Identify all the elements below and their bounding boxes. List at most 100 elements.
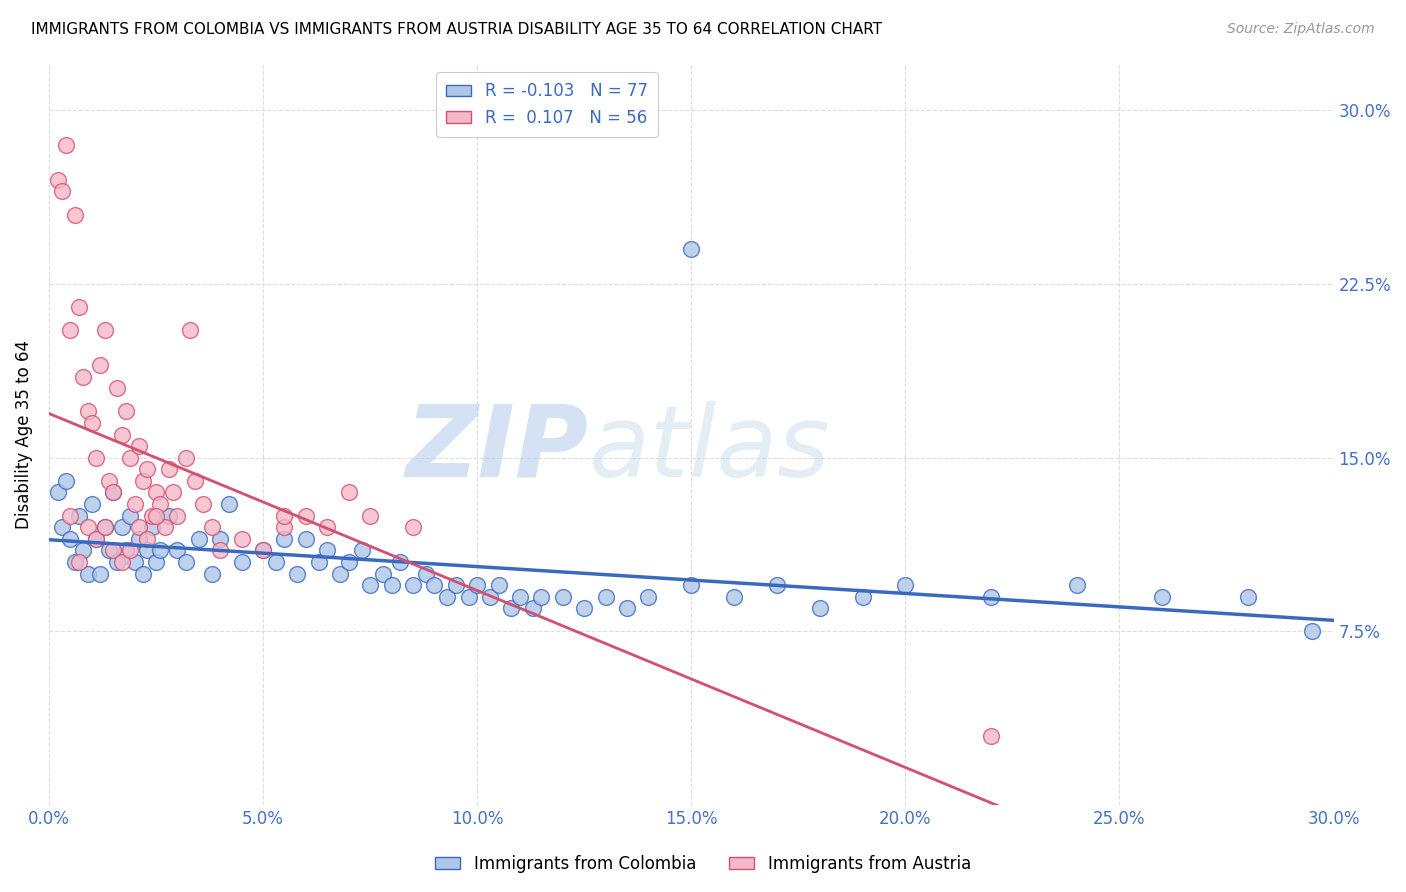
Point bbox=[316, 520, 339, 534]
Point bbox=[285, 566, 308, 581]
Point bbox=[89, 358, 111, 372]
Point bbox=[84, 532, 107, 546]
Point bbox=[522, 601, 544, 615]
Point bbox=[120, 508, 142, 523]
Point bbox=[67, 555, 90, 569]
Point bbox=[128, 532, 150, 546]
Point bbox=[1301, 624, 1323, 639]
Point bbox=[273, 520, 295, 534]
Point bbox=[76, 404, 98, 418]
Point bbox=[107, 381, 129, 395]
Point bbox=[359, 508, 381, 523]
Point bbox=[67, 300, 90, 314]
Point bbox=[681, 578, 703, 592]
Point bbox=[80, 416, 103, 430]
Point bbox=[436, 590, 458, 604]
Point bbox=[218, 497, 240, 511]
Point bbox=[179, 323, 201, 337]
Point bbox=[128, 439, 150, 453]
Point bbox=[132, 474, 155, 488]
Point bbox=[124, 497, 146, 511]
Point bbox=[141, 508, 163, 523]
Point bbox=[84, 532, 107, 546]
Point bbox=[329, 566, 352, 581]
Text: atlas: atlas bbox=[589, 401, 830, 498]
Point bbox=[273, 532, 295, 546]
Point bbox=[201, 566, 224, 581]
Point bbox=[1237, 590, 1260, 604]
Point bbox=[93, 520, 115, 534]
Point bbox=[501, 601, 523, 615]
Point bbox=[157, 462, 180, 476]
Point bbox=[97, 543, 120, 558]
Point bbox=[51, 520, 73, 534]
Point bbox=[111, 427, 134, 442]
Point bbox=[166, 543, 188, 558]
Point bbox=[402, 520, 425, 534]
Point bbox=[273, 508, 295, 523]
Point bbox=[149, 497, 172, 511]
Point bbox=[103, 543, 125, 558]
Point bbox=[359, 578, 381, 592]
Point bbox=[444, 578, 467, 592]
Point bbox=[1152, 590, 1174, 604]
Point bbox=[166, 508, 188, 523]
Point bbox=[84, 450, 107, 465]
Point bbox=[295, 532, 318, 546]
Point bbox=[637, 590, 659, 604]
Point bbox=[350, 543, 373, 558]
Point bbox=[616, 601, 638, 615]
Point bbox=[103, 485, 125, 500]
Point bbox=[191, 497, 214, 511]
Point bbox=[174, 450, 197, 465]
Point bbox=[72, 543, 94, 558]
Point bbox=[46, 173, 69, 187]
Point bbox=[551, 590, 574, 604]
Point bbox=[120, 543, 142, 558]
Legend: Immigrants from Colombia, Immigrants from Austria: Immigrants from Colombia, Immigrants fro… bbox=[429, 848, 977, 880]
Point bbox=[136, 543, 159, 558]
Point bbox=[766, 578, 789, 592]
Point bbox=[252, 543, 274, 558]
Point bbox=[423, 578, 446, 592]
Point bbox=[145, 508, 167, 523]
Point bbox=[97, 474, 120, 488]
Point bbox=[465, 578, 488, 592]
Point bbox=[162, 485, 184, 500]
Legend: R = -0.103   N = 77, R =  0.107   N = 56: R = -0.103 N = 77, R = 0.107 N = 56 bbox=[436, 72, 658, 136]
Point bbox=[111, 555, 134, 569]
Point bbox=[337, 555, 360, 569]
Point bbox=[59, 323, 82, 337]
Point bbox=[201, 520, 224, 534]
Point bbox=[63, 208, 86, 222]
Point bbox=[115, 404, 138, 418]
Point bbox=[145, 485, 167, 500]
Point bbox=[316, 543, 339, 558]
Point bbox=[111, 520, 134, 534]
Point bbox=[120, 450, 142, 465]
Point bbox=[187, 532, 209, 546]
Point bbox=[808, 601, 831, 615]
Text: ZIP: ZIP bbox=[405, 401, 589, 498]
Point bbox=[72, 369, 94, 384]
Point bbox=[80, 497, 103, 511]
Point bbox=[141, 520, 163, 534]
Point bbox=[595, 590, 617, 604]
Point bbox=[389, 555, 412, 569]
Point bbox=[479, 590, 502, 604]
Point bbox=[51, 185, 73, 199]
Point bbox=[380, 578, 402, 592]
Point bbox=[132, 566, 155, 581]
Point bbox=[1066, 578, 1088, 592]
Point bbox=[457, 590, 479, 604]
Point bbox=[488, 578, 510, 592]
Point bbox=[76, 566, 98, 581]
Point bbox=[174, 555, 197, 569]
Point bbox=[93, 323, 115, 337]
Point bbox=[509, 590, 531, 604]
Point bbox=[723, 590, 745, 604]
Point bbox=[308, 555, 330, 569]
Point bbox=[209, 543, 232, 558]
Point bbox=[59, 508, 82, 523]
Y-axis label: Disability Age 35 to 64: Disability Age 35 to 64 bbox=[15, 340, 32, 529]
